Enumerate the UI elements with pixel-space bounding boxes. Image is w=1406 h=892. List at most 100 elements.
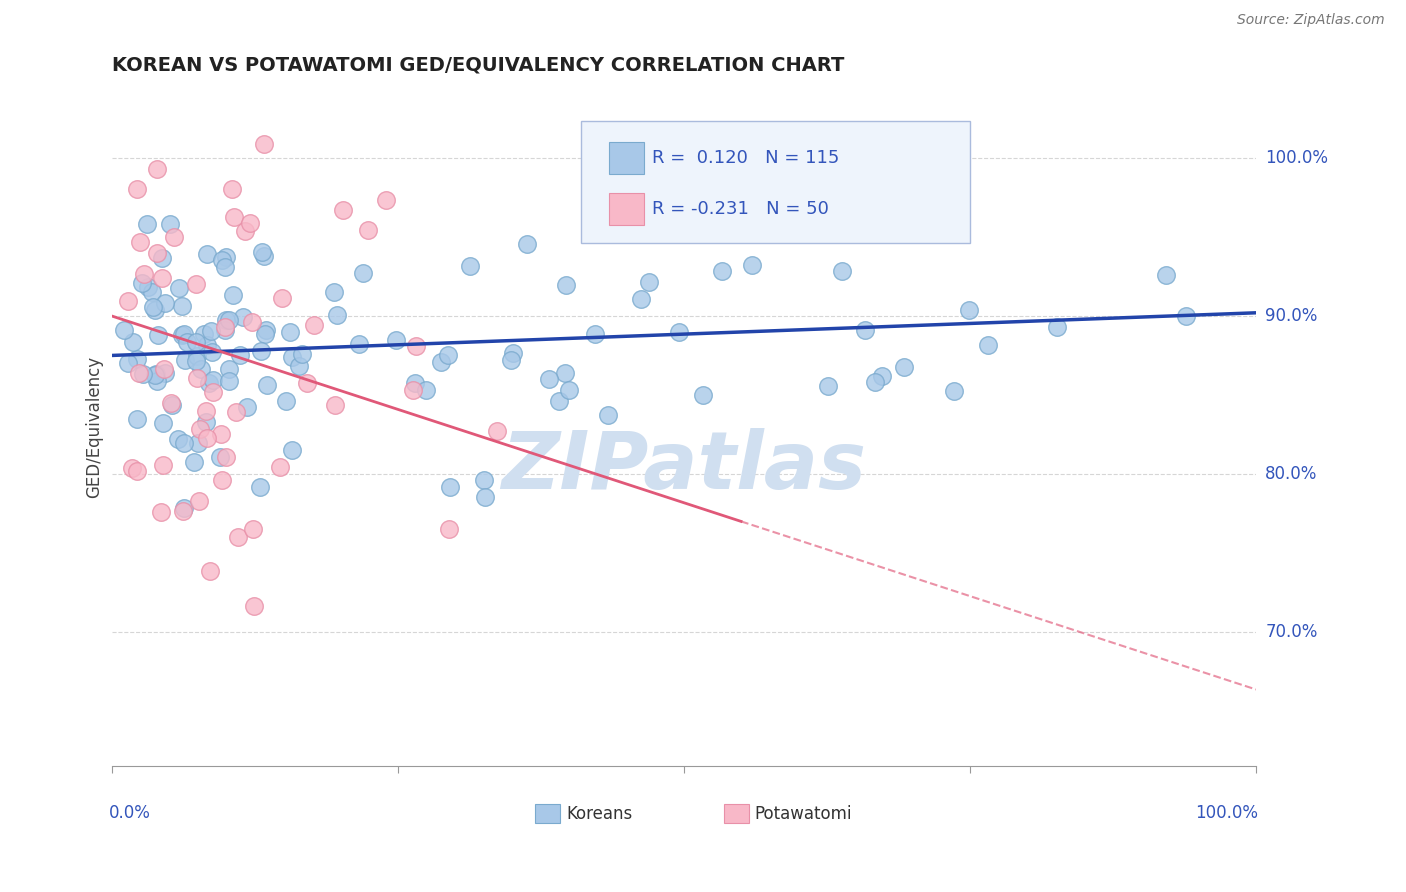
Point: [218, 374, 240, 388]
Point: [741, 258, 763, 272]
Point: [226, 530, 249, 544]
Point: [184, 354, 207, 368]
Point: [630, 292, 652, 306]
Point: [817, 379, 839, 393]
Point: [278, 326, 301, 340]
Point: [288, 359, 311, 374]
Point: [638, 275, 661, 289]
Point: [188, 494, 211, 508]
Point: [143, 302, 166, 317]
Point: [323, 398, 346, 412]
Point: [240, 315, 263, 329]
Point: [209, 426, 232, 441]
Point: [188, 421, 211, 435]
Point: [668, 326, 690, 340]
Point: [863, 376, 886, 390]
Point: [385, 333, 408, 347]
Point: [153, 366, 176, 380]
Point: [152, 458, 174, 472]
Point: [125, 412, 148, 426]
Point: [254, 323, 277, 337]
Point: [160, 398, 183, 412]
Point: [474, 490, 496, 504]
Point: [222, 211, 245, 225]
Point: [214, 323, 236, 337]
Point: [404, 376, 426, 391]
Point: [291, 347, 314, 361]
Point: [200, 324, 222, 338]
Point: [352, 266, 374, 280]
Point: [472, 473, 495, 487]
Point: [270, 291, 292, 305]
Point: [554, 366, 576, 380]
Point: [153, 362, 176, 376]
Point: [516, 236, 538, 251]
Text: 70.0%: 70.0%: [1265, 623, 1317, 641]
Point: [142, 300, 165, 314]
Point: [183, 455, 205, 469]
Point: [256, 378, 278, 392]
Bar: [609, 142, 644, 174]
Point: [249, 480, 271, 494]
Point: [295, 376, 318, 390]
Point: [184, 334, 207, 349]
Point: [236, 401, 259, 415]
Point: [486, 425, 509, 439]
Point: [253, 327, 276, 342]
Point: [225, 405, 247, 419]
Point: [127, 182, 149, 196]
Point: [186, 436, 208, 450]
Point: [253, 249, 276, 263]
Point: [186, 349, 208, 363]
Point: [957, 302, 980, 317]
Text: R =  0.120   N = 115: R = 0.120 N = 115: [652, 149, 839, 167]
Point: [214, 260, 236, 274]
Point: [148, 328, 170, 343]
Point: [136, 217, 159, 231]
Point: [349, 336, 371, 351]
Bar: [724, 804, 749, 823]
Point: [853, 323, 876, 337]
Text: ZIPatlas: ZIPatlas: [502, 428, 866, 507]
Point: [218, 313, 240, 327]
Text: 80.0%: 80.0%: [1265, 465, 1317, 483]
Point: [211, 253, 233, 268]
Point: [229, 348, 252, 362]
Point: [218, 362, 240, 376]
Point: [145, 374, 167, 388]
Point: [1046, 319, 1069, 334]
Point: [735, 175, 758, 189]
Y-axis label: GED/Equivalency: GED/Equivalency: [86, 356, 103, 498]
Point: [357, 223, 380, 237]
Point: [215, 450, 238, 464]
Point: [252, 244, 274, 259]
Point: [332, 203, 354, 218]
Point: [195, 337, 218, 351]
Point: [155, 296, 177, 310]
Point: [112, 322, 135, 336]
Point: [415, 384, 437, 398]
Point: [195, 415, 218, 429]
Point: [250, 343, 273, 358]
Point: [146, 162, 169, 177]
Point: [121, 334, 143, 349]
Point: [430, 354, 453, 368]
Point: [173, 326, 195, 341]
Point: [195, 431, 218, 445]
Point: [136, 280, 159, 294]
Point: [141, 285, 163, 299]
Point: [243, 599, 266, 613]
Point: [143, 368, 166, 383]
Point: [186, 371, 208, 385]
Bar: [609, 193, 644, 226]
Point: [173, 352, 195, 367]
Text: 90.0%: 90.0%: [1265, 307, 1317, 325]
Point: [942, 384, 965, 398]
Point: [222, 288, 245, 302]
Text: Source: ZipAtlas.com: Source: ZipAtlas.com: [1237, 13, 1385, 28]
Text: 100.0%: 100.0%: [1195, 804, 1258, 822]
Point: [170, 299, 193, 313]
Point: [202, 373, 225, 387]
Point: [977, 338, 1000, 352]
Point: [1175, 309, 1198, 323]
